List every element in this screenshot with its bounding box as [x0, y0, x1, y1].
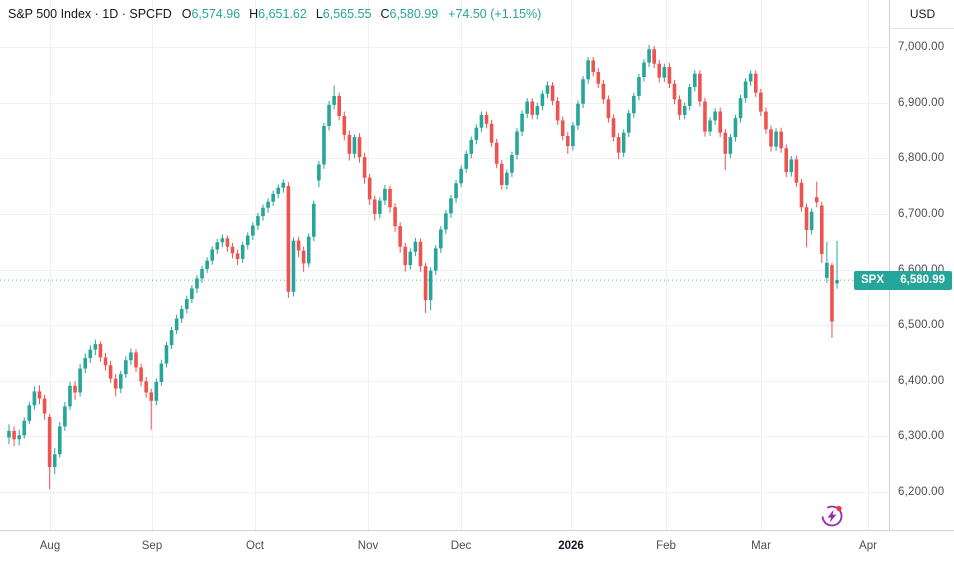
time-tick-label: Feb — [656, 540, 676, 552]
badge-symbol: SPX — [861, 274, 885, 287]
time-tick-label: Sep — [141, 540, 163, 552]
lightning-icon — [821, 505, 843, 527]
time-tick-label: Nov — [357, 540, 379, 552]
price-tick-label: 6,300.00 — [898, 430, 945, 443]
close-value: C6,580.99 — [380, 7, 439, 21]
time-scale[interactable]: Aug Sep Oct Nov Dec 2026 Feb Mar Apr — [0, 530, 954, 562]
time-tick-label: Apr — [859, 540, 877, 552]
price-tick-label: 6,700.00 — [898, 207, 945, 220]
price-tick-label: 6,900.00 — [898, 96, 945, 109]
ohlc-values: O6,574.96 H6,651.62 L6,565.55 C6,580.99 — [182, 7, 438, 21]
time-tick-label: Aug — [39, 540, 61, 552]
price-tick-label: 6,800.00 — [898, 152, 945, 165]
flash-ideas-button[interactable] — [819, 503, 845, 529]
high-value: H6,651.62 — [249, 7, 307, 21]
low-value: L6,565.55 — [315, 7, 372, 21]
time-tick-label: Oct — [246, 540, 264, 552]
price-scale[interactable]: USD 7,000.00 6,900.00 6,800.00 6,700.00 6,60… — [889, 0, 954, 530]
price-tick-label: 6,200.00 — [898, 486, 945, 499]
price-tick-label: 6,500.00 — [898, 319, 945, 332]
badge-price: 6,580.99 — [900, 274, 945, 287]
change-value: +74.50 (+1.15%) — [448, 7, 542, 21]
time-tick-label: Mar — [751, 540, 771, 552]
time-tick-label: 2026 — [558, 540, 584, 552]
price-tick-label: 7,000.00 — [898, 41, 945, 53]
symbol-title[interactable]: S&P 500 Index · 1D · SPCFD — [8, 7, 172, 21]
last-price-badge[interactable]: SPX 6,580.99 — [854, 270, 952, 290]
open-value: O6,574.96 — [181, 7, 241, 21]
price-tick-label: 6,400.00 — [898, 374, 945, 387]
currency-button[interactable]: USD — [890, 0, 954, 29]
chart-legend: S&P 500 Index · 1D · SPCFD O6,574.96 H6,… — [8, 7, 541, 21]
time-tick-label: Dec — [450, 540, 472, 552]
